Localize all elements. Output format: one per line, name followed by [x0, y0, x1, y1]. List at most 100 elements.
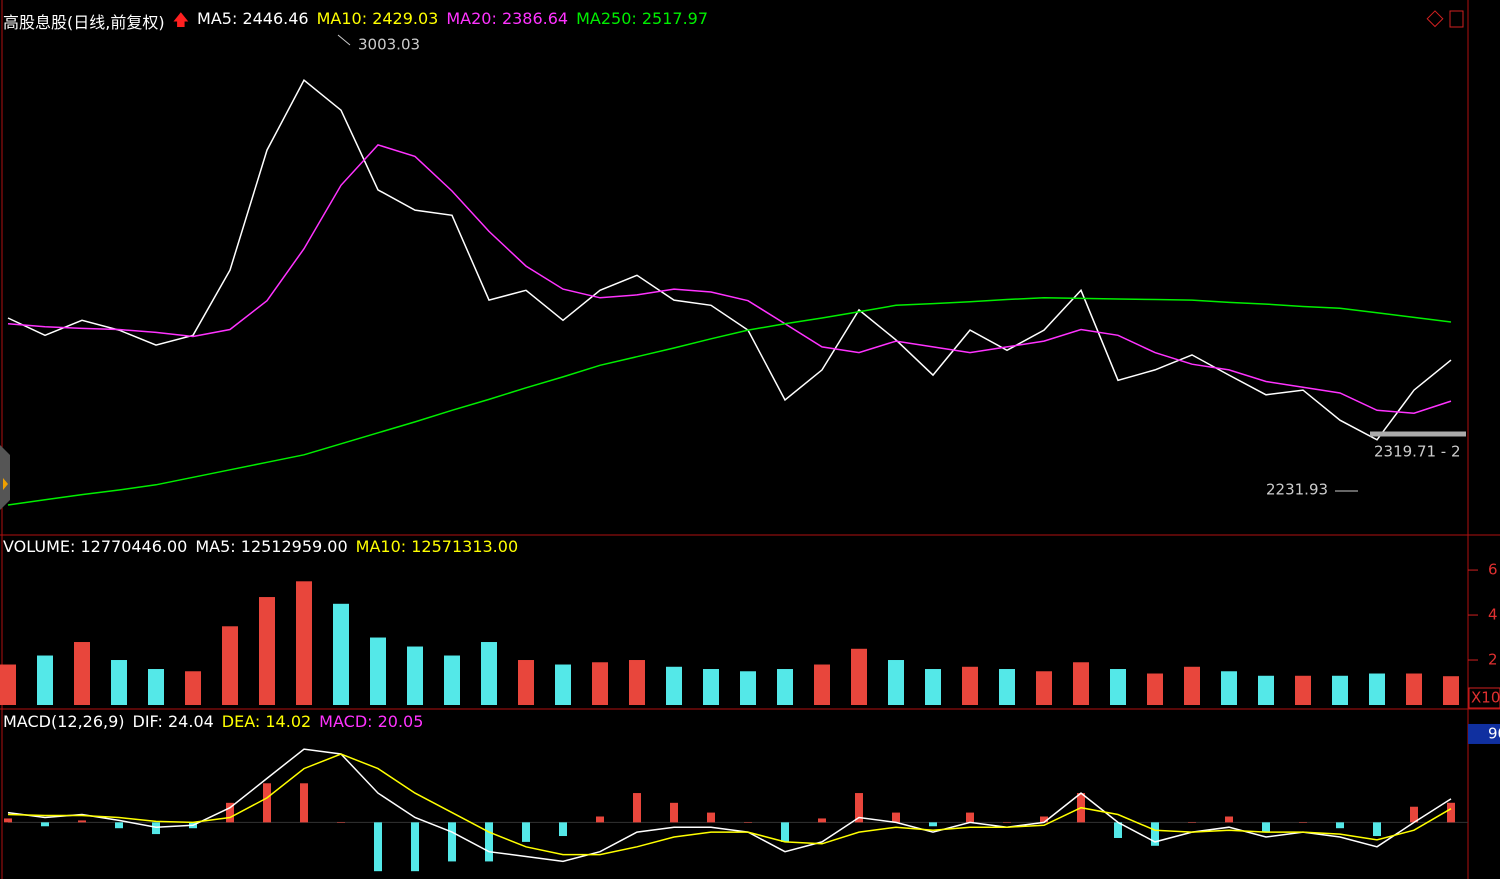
price-annotation: 2231.93: [1266, 481, 1328, 499]
side-tab-arrow: [3, 478, 8, 490]
bar: [407, 646, 423, 705]
bar: [448, 822, 456, 862]
bar: [740, 671, 756, 705]
indicator-label: MA5: 2446.46: [197, 9, 309, 28]
y-tick-box: [1468, 723, 1500, 744]
bar: [744, 822, 752, 823]
window-icon[interactable]: [1426, 10, 1444, 28]
bar: [1188, 822, 1196, 823]
unit-label: X10: [1471, 689, 1500, 707]
bar: [592, 662, 608, 705]
bar: [1295, 675, 1311, 705]
chart-title: 高股息股(日线,前复权): [3, 13, 165, 32]
bar: [1369, 673, 1385, 705]
bar: [481, 642, 497, 705]
bar: [1003, 822, 1011, 823]
bar: [111, 660, 127, 705]
bar: [1221, 671, 1237, 705]
bar: [892, 812, 900, 823]
bar: [1036, 671, 1052, 705]
bar: [888, 660, 904, 705]
bar: [333, 603, 349, 705]
bar: [411, 822, 419, 872]
range-annotation: 2319.71 - 2: [1374, 443, 1461, 461]
bar: [1443, 676, 1459, 705]
bar: [41, 822, 49, 827]
annotation-arrow: [337, 34, 351, 46]
bar: [444, 655, 460, 705]
bar: [259, 597, 275, 705]
bar: [851, 648, 867, 705]
bar: [337, 822, 345, 823]
bar: [1373, 822, 1381, 837]
bar: [929, 822, 937, 827]
indicator-label: MA5: 12512959.00: [195, 537, 348, 556]
series-line: [7, 79, 1452, 441]
arrow-icon: 🡅: [172, 10, 190, 29]
bar: [485, 822, 493, 862]
bar: [707, 812, 715, 823]
bar: [1225, 816, 1233, 823]
y-tick-label: 4: [1488, 606, 1498, 624]
bar: [1258, 675, 1274, 705]
indicator-label: MA10: 12571313.00: [355, 537, 519, 556]
bar: [1073, 662, 1089, 705]
bar: [1184, 666, 1200, 705]
bar: [1406, 673, 1422, 705]
bar: [1410, 806, 1418, 823]
bar: [263, 783, 271, 823]
bar: [1262, 822, 1270, 833]
bar: [1147, 673, 1163, 705]
bar: [115, 822, 123, 829]
bar: [555, 664, 571, 705]
bar: [522, 822, 530, 842]
bar: [1336, 822, 1344, 829]
bar: [0, 664, 16, 705]
indicator-label: MA10: 2429.03: [316, 9, 439, 28]
volume-header: VOLUME: 12770446.00 MA5: 12512959.00 MA10:…: [3, 537, 518, 556]
bar: [633, 793, 641, 823]
bar: [1447, 802, 1455, 823]
bar: [666, 666, 682, 705]
bar: [1114, 822, 1122, 838]
bar: [4, 818, 12, 823]
indicator-label: MA20: 2386.64: [446, 9, 569, 28]
bar: [152, 822, 160, 835]
y-tick-label: 2: [1488, 651, 1498, 669]
macd-header: MACD(12,26,9) DIF: 24.04 DEA: 14.02 MACD: 2…: [3, 712, 423, 731]
bar: [777, 669, 793, 705]
main-header: 高股息股(日线,前复权) 🡅 MA5: 2446.46 MA10: 2429.03…: [3, 9, 708, 36]
indicator-label: MACD: 20.05: [319, 712, 424, 731]
window-icon[interactable]: [1449, 10, 1464, 28]
bar: [629, 660, 645, 705]
series-line: [7, 748, 1452, 863]
bar: [1110, 669, 1126, 705]
bar: [670, 802, 678, 823]
bar: [855, 793, 863, 823]
bar: [962, 666, 978, 705]
y-tick-label: 90.5: [1488, 724, 1500, 742]
side-tab[interactable]: [0, 445, 10, 510]
series-line: [7, 297, 1452, 506]
bar: [1299, 822, 1307, 823]
bar: [74, 642, 90, 705]
bar: [1151, 822, 1159, 846]
unit-box: [1468, 687, 1500, 709]
bar: [814, 664, 830, 705]
bar: [966, 812, 974, 823]
bar: [925, 669, 941, 705]
bar: [374, 822, 382, 872]
bar: [999, 669, 1015, 705]
bar: [518, 660, 534, 705]
indicator-label: DEA: 14.02: [221, 712, 312, 731]
bar: [300, 783, 308, 823]
bar: [370, 637, 386, 705]
bar: [1040, 816, 1048, 823]
bar: [185, 671, 201, 705]
indicator-label: DIF: 24.04: [132, 712, 214, 731]
price-annotation: 3003.03: [358, 35, 420, 53]
bar: [1332, 675, 1348, 705]
bar: [222, 626, 238, 705]
